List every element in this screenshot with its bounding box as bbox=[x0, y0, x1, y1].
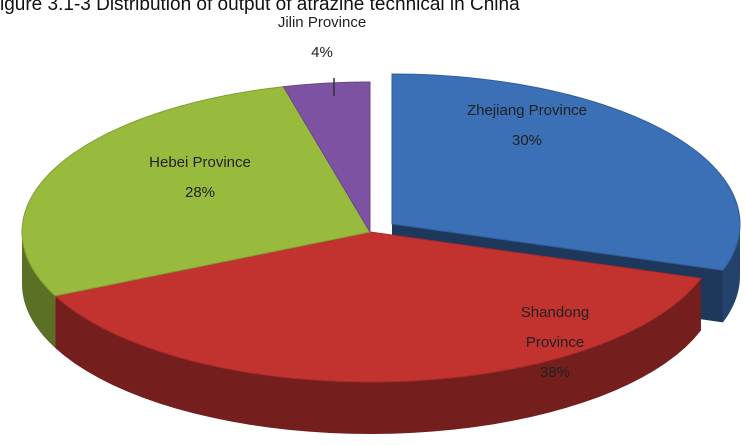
slice-label: Hebei Province bbox=[149, 154, 251, 171]
slice-value-label: 38% bbox=[539, 364, 571, 381]
slice bbox=[391, 73, 741, 271]
chart-title: igure 3.1-3 Distribution of output of at… bbox=[0, 0, 520, 15]
slice-side bbox=[22, 232, 56, 348]
slice-value-label: 4% bbox=[311, 44, 333, 61]
slice-side bbox=[55, 278, 701, 434]
slice-label: Shandong Province bbox=[520, 304, 590, 351]
slice-label: Zhejiang Province bbox=[466, 102, 588, 119]
slice bbox=[21, 86, 371, 297]
slice bbox=[54, 231, 702, 383]
slice bbox=[282, 81, 371, 234]
slice-label: Jilin Province bbox=[277, 14, 367, 31]
slice-value-label: 28% bbox=[184, 184, 216, 201]
slice-value-label: 30% bbox=[511, 132, 543, 149]
